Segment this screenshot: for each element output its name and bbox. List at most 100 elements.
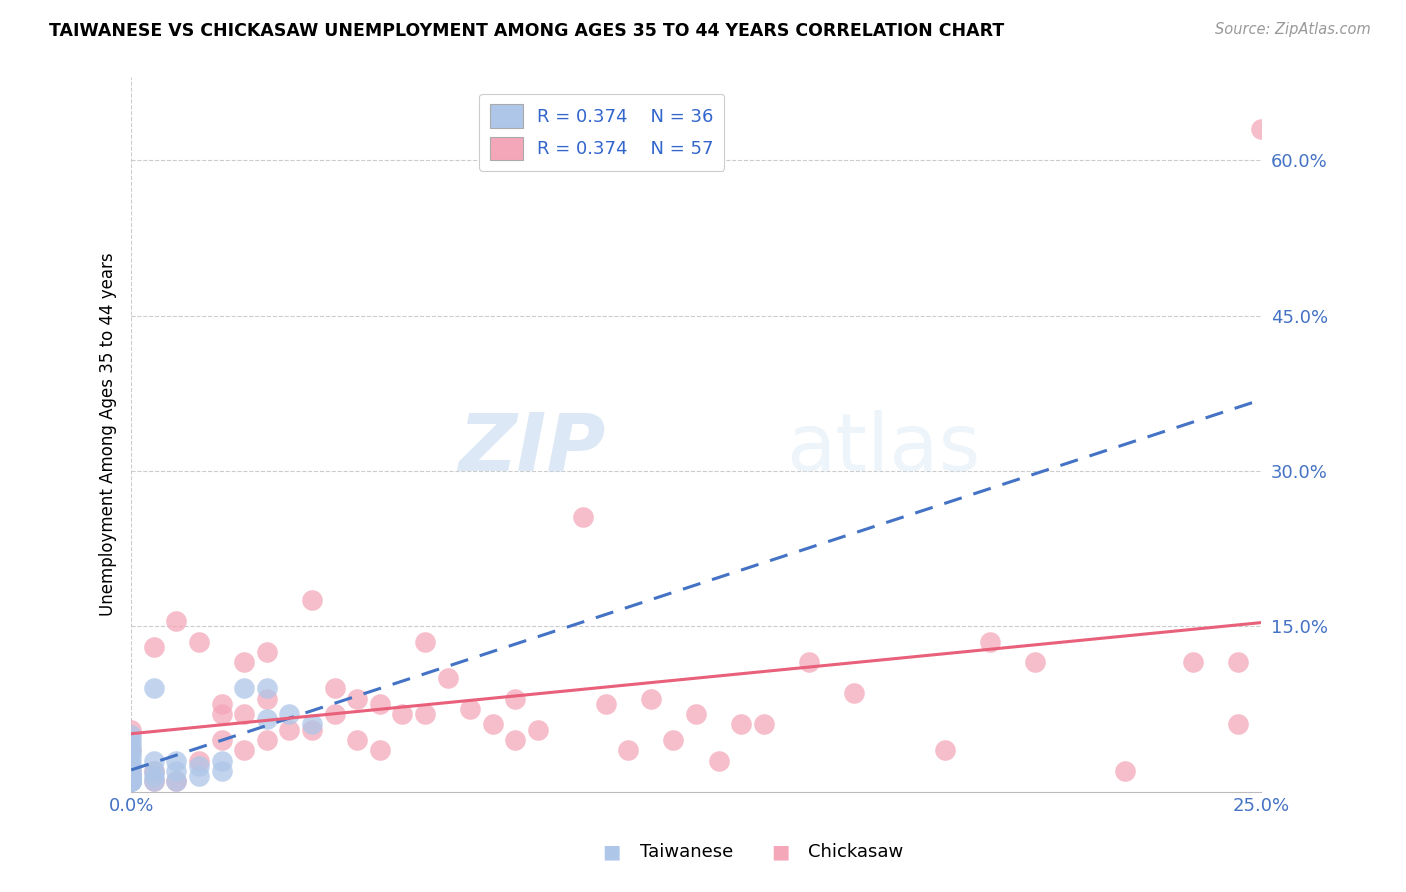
Point [278,723,301,737]
Point [142,640,165,654]
Point [142,681,165,696]
Point [165,774,187,789]
Point [165,754,187,768]
Point [505,733,527,747]
Point [301,593,323,607]
Point [797,655,820,669]
Point [120,774,142,789]
Point [413,634,436,648]
Point [120,769,142,783]
Point [142,774,165,789]
Point [120,764,142,778]
Point [120,774,142,789]
Point [595,697,617,711]
Point [188,754,211,768]
Text: Chickasaw: Chickasaw [808,843,904,861]
Y-axis label: Unemployment Among Ages 35 to 44 years: Unemployment Among Ages 35 to 44 years [100,252,117,616]
Point [120,754,142,768]
Point [685,707,707,722]
Point [120,759,142,773]
Point [256,733,278,747]
Point [120,774,142,789]
Point [211,733,233,747]
Point [165,764,187,778]
Text: TAIWANESE VS CHICKASAW UNEMPLOYMENT AMONG AGES 35 TO 44 YEARS CORRELATION CHART: TAIWANESE VS CHICKASAW UNEMPLOYMENT AMON… [49,22,1004,40]
Point [165,774,187,789]
Point [844,686,866,700]
Point [188,634,211,648]
Text: atlas: atlas [786,409,981,488]
Point [211,764,233,778]
Point [211,707,233,722]
Point [640,691,662,706]
Point [120,769,142,783]
Point [572,510,595,524]
Point [301,723,323,737]
Point [142,774,165,789]
Point [1227,717,1250,731]
Point [934,743,956,757]
Point [323,707,346,722]
Text: Taiwanese: Taiwanese [640,843,733,861]
Point [120,774,142,789]
Point [662,733,685,747]
Point [323,681,346,696]
Point [1024,655,1046,669]
Point [165,614,187,628]
Point [413,707,436,722]
Point [368,743,391,757]
Point [233,707,256,722]
Point [617,743,640,757]
Point [120,769,142,783]
Point [120,774,142,789]
Point [120,728,142,742]
Point [142,764,165,778]
Point [142,754,165,768]
Point [120,723,142,737]
Point [505,691,527,706]
Text: ZIP: ZIP [458,409,606,488]
Point [188,759,211,773]
Point [233,743,256,757]
Point [458,702,481,716]
Point [346,691,368,706]
Point [436,671,458,685]
Point [1227,655,1250,669]
Point [120,748,142,763]
Point [256,645,278,659]
Point [1114,764,1136,778]
Point [233,655,256,669]
Point [120,743,142,757]
Point [211,697,233,711]
Point [120,733,142,747]
Text: Source: ZipAtlas.com: Source: ZipAtlas.com [1215,22,1371,37]
Point [120,774,142,789]
Point [368,697,391,711]
Point [278,707,301,722]
Point [120,774,142,789]
Point [527,723,550,737]
Point [391,707,413,722]
Point [233,681,256,696]
Point [142,769,165,783]
Point [120,743,142,757]
Point [256,681,278,696]
Point [1250,122,1272,136]
Point [481,717,503,731]
Point [1182,655,1205,669]
Legend: R = 0.374    N = 36, R = 0.374    N = 57: R = 0.374 N = 36, R = 0.374 N = 57 [479,94,724,170]
Point [120,774,142,789]
Text: ■: ■ [770,842,790,862]
Point [211,754,233,768]
Point [142,764,165,778]
Point [301,717,323,731]
Text: ■: ■ [602,842,621,862]
Point [979,634,1001,648]
Point [730,717,752,731]
Point [752,717,775,731]
Point [188,769,211,783]
Point [707,754,730,768]
Point [120,738,142,752]
Point [120,769,142,783]
Point [346,733,368,747]
